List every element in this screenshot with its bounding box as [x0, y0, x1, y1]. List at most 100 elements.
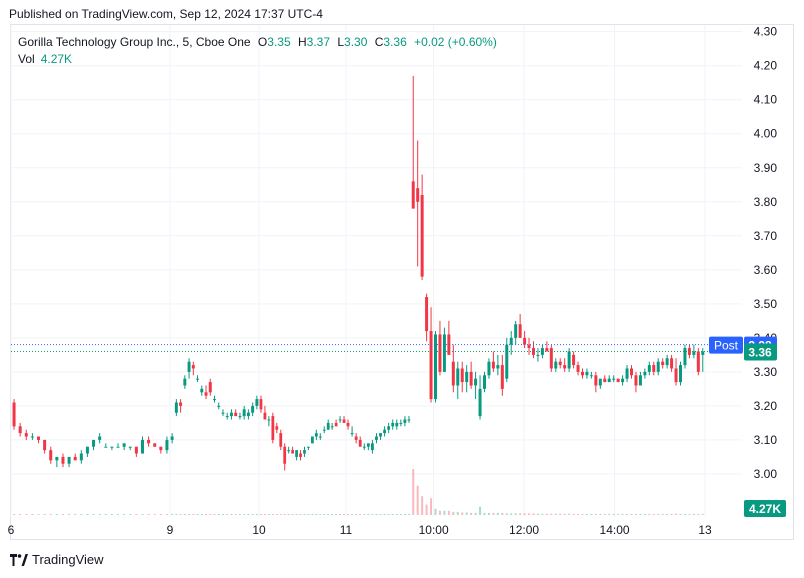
volume-bar [697, 513, 700, 515]
candle-body [303, 450, 306, 454]
time-axis[interactable]: 6 9 10 11 10:00 12:00 14:00 13 [8, 523, 712, 537]
volume-bar [123, 514, 126, 515]
candles[interactable] [12, 75, 705, 471]
volume-bar [129, 514, 132, 515]
candle-body [208, 382, 212, 393]
candle-body [607, 378, 611, 383]
candle-body [387, 426, 391, 430]
candle-body [509, 337, 513, 345]
y-tick-label: 3.20 [754, 399, 778, 413]
candle-body [469, 371, 473, 386]
candle-body [122, 443, 126, 447]
candle-body [670, 358, 674, 369]
open-value: 3.35 [267, 35, 291, 49]
volume-bar [603, 513, 606, 515]
post-badge-bg [709, 336, 743, 354]
volume-bar [192, 514, 195, 515]
volume-bar [331, 514, 334, 515]
volume-bar [470, 512, 473, 515]
volume-bar [299, 514, 302, 515]
volume-bar [238, 514, 241, 515]
candle-body [314, 433, 318, 437]
candle-body [375, 436, 378, 440]
volume-bar [670, 513, 673, 515]
candle-body [318, 436, 322, 438]
y-tick-label: 4.30 [754, 25, 778, 39]
volume-bar [291, 514, 294, 515]
candle-body [259, 399, 263, 410]
candle-body [563, 365, 567, 369]
candle-body [196, 378, 200, 380]
volume-bar [303, 514, 306, 515]
volume-bar [295, 514, 298, 515]
volume-bar [92, 514, 95, 515]
volume-bar [523, 513, 526, 515]
symbol-legend[interactable]: Gorilla Technology Group Inc., 5, Cboe O… [18, 35, 497, 49]
volume-bar [590, 513, 593, 515]
candle-body [358, 439, 362, 447]
brand-name: TradingView [32, 552, 104, 567]
volume-bar [581, 513, 584, 515]
candle-body [407, 419, 411, 421]
volume-bar [183, 514, 186, 515]
candle-body [483, 375, 486, 389]
y-tick-label: 3.70 [754, 229, 778, 243]
x-tick-label: 10 [252, 523, 266, 537]
volume-bar [634, 513, 637, 515]
candle-body [279, 433, 283, 447]
volume-bar [430, 498, 433, 515]
volume-bar [49, 514, 52, 515]
volume-bar [98, 514, 101, 515]
volume-bar [171, 514, 174, 515]
candle-body [242, 409, 246, 417]
candle-body [271, 416, 275, 440]
candle-body [366, 443, 370, 447]
candle-body [576, 365, 580, 372]
candle-body [379, 433, 382, 437]
candle-body [500, 365, 504, 389]
volume-bar [141, 514, 144, 515]
y-tick-label: 3.60 [754, 263, 778, 277]
candle-body [451, 361, 455, 386]
tradingview-brand[interactable]: TradingView [10, 552, 104, 567]
candle-body [527, 344, 531, 349]
candle-body [128, 446, 132, 448]
candle-body [61, 456, 65, 464]
candle-body [692, 351, 696, 355]
volume-bar [639, 513, 642, 515]
volume-bar [247, 514, 250, 515]
volume-bar [367, 514, 370, 515]
candle-body [334, 422, 338, 427]
post-badge-label: Post [714, 339, 739, 353]
volume-bar [80, 514, 83, 515]
candle-body [545, 348, 549, 352]
volume-bar [434, 508, 437, 515]
price-axis[interactable]: 4.304.204.104.003.903.803.703.603.503.40… [754, 25, 778, 481]
candle-body [429, 331, 433, 400]
symbol-name[interactable]: Gorilla Technology Group Inc., 5, Cboe O… [18, 35, 251, 49]
volume-bar [279, 514, 282, 515]
volume-value: 4.27K [40, 52, 73, 66]
candle-body [505, 344, 509, 379]
candle-body [416, 188, 420, 202]
y-tick-label: 3.00 [754, 467, 778, 481]
volume-bar [267, 514, 270, 515]
candle-body [638, 375, 642, 386]
volume-bar [339, 514, 342, 515]
volume-bar [612, 513, 615, 515]
candle-body [30, 436, 34, 438]
volume-bar [43, 514, 46, 515]
volume-bar [179, 514, 182, 515]
candle-body [179, 402, 183, 406]
volume-bar [335, 514, 338, 515]
candle-body [104, 446, 108, 448]
volume-bar [307, 514, 310, 515]
volume-bar [648, 513, 651, 515]
volume-legend[interactable]: Vol 4.27K [18, 52, 72, 66]
volume-bar [275, 514, 278, 515]
candle-body [514, 324, 518, 338]
candle-body [665, 358, 669, 366]
candle-body [342, 419, 346, 423]
volume-bar [371, 514, 374, 515]
